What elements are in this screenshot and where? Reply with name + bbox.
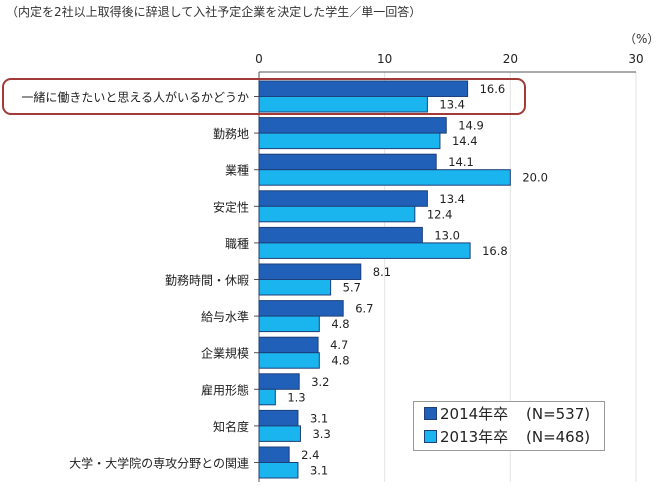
category-label: 勤務地: [213, 127, 249, 141]
bar: [258, 117, 447, 134]
data-label: 12.4: [427, 207, 453, 221]
legend-n-2013: (N=468): [526, 428, 591, 446]
bar: [258, 388, 276, 406]
data-label: 16.6: [480, 82, 506, 96]
bar: [258, 153, 437, 171]
category-label: 雇用形態: [201, 382, 249, 397]
data-label: 5.7: [343, 281, 361, 295]
chart-note: （内定を2社以上取得後に辞退して入社予定企業を決定した学生／単一回答）: [6, 5, 422, 19]
data-label: 4.8: [331, 354, 349, 368]
bar: [258, 205, 416, 223]
highlight-box: [2, 78, 526, 115]
data-label: 3.1: [310, 464, 328, 478]
x-tick-label: 0: [255, 52, 263, 66]
bar: [258, 279, 332, 296]
data-label: 4.7: [330, 338, 348, 352]
bar: [258, 226, 423, 244]
bar: [258, 352, 320, 369]
bar: [258, 315, 320, 333]
bar: [258, 446, 290, 463]
bar: [258, 263, 362, 280]
data-label: 16.8: [482, 244, 508, 258]
legend-name-2013: 2013年卒: [440, 428, 509, 446]
data-label: 1.3: [287, 390, 305, 404]
data-label: 8.1: [373, 265, 391, 279]
unit-label: （%）: [624, 32, 660, 46]
legend-swatch-2013: [424, 430, 437, 443]
data-label: 3.3: [312, 427, 330, 441]
bar: [258, 373, 300, 390]
data-label: 6.7: [355, 302, 373, 316]
legend-swatch-2014: [424, 407, 437, 420]
bar: [258, 300, 344, 317]
bar: [258, 169, 511, 186]
category-label: 給与水準: [201, 309, 249, 324]
data-label: 20.0: [522, 171, 548, 185]
data-label: 13.0: [434, 228, 460, 242]
category-label: 職種: [225, 237, 249, 251]
data-label: 13.4: [439, 98, 465, 112]
data-label: 4.8: [331, 317, 349, 331]
data-label: 14.4: [452, 134, 478, 148]
data-label: 3.1: [310, 411, 328, 425]
legend-name-2014: 2014年卒: [440, 405, 509, 423]
category-label: 一緒に働きたいと思える人がいるかどうか: [21, 90, 249, 105]
legend-item-2013: 2013年卒 (N=468): [424, 427, 590, 447]
bar: [258, 96, 428, 113]
x-tick-label: 30: [628, 52, 643, 66]
data-label: 14.1: [448, 155, 474, 169]
category-label: 勤務時間・休暇: [165, 274, 249, 288]
bar: [258, 336, 319, 354]
x-tick-label: 10: [377, 52, 392, 66]
data-label: 2.4: [301, 448, 319, 462]
x-tick-label: 20: [503, 52, 518, 66]
category-label: 知名度: [213, 419, 249, 434]
bar: [258, 80, 469, 97]
bar: [258, 425, 301, 442]
legend: 2014年卒 (N=537) 2013年卒 (N=468): [413, 401, 605, 451]
category-label: 業種: [225, 164, 249, 178]
category-label: 大学・大学院の専攻分野との関連: [69, 456, 249, 471]
bar: [258, 409, 299, 427]
data-label: 14.9: [458, 119, 484, 133]
data-label: 3.2: [311, 375, 329, 389]
legend-item-2014: 2014年卒 (N=537): [424, 404, 590, 424]
bar: [258, 190, 428, 207]
bar: [258, 242, 471, 259]
category-label: 安定性: [213, 199, 249, 214]
bar: [258, 462, 299, 479]
bar: [258, 132, 441, 150]
legend-n-2014: (N=537): [526, 405, 591, 423]
data-label: 13.4: [439, 192, 465, 206]
category-label: 企業規模: [201, 346, 249, 361]
